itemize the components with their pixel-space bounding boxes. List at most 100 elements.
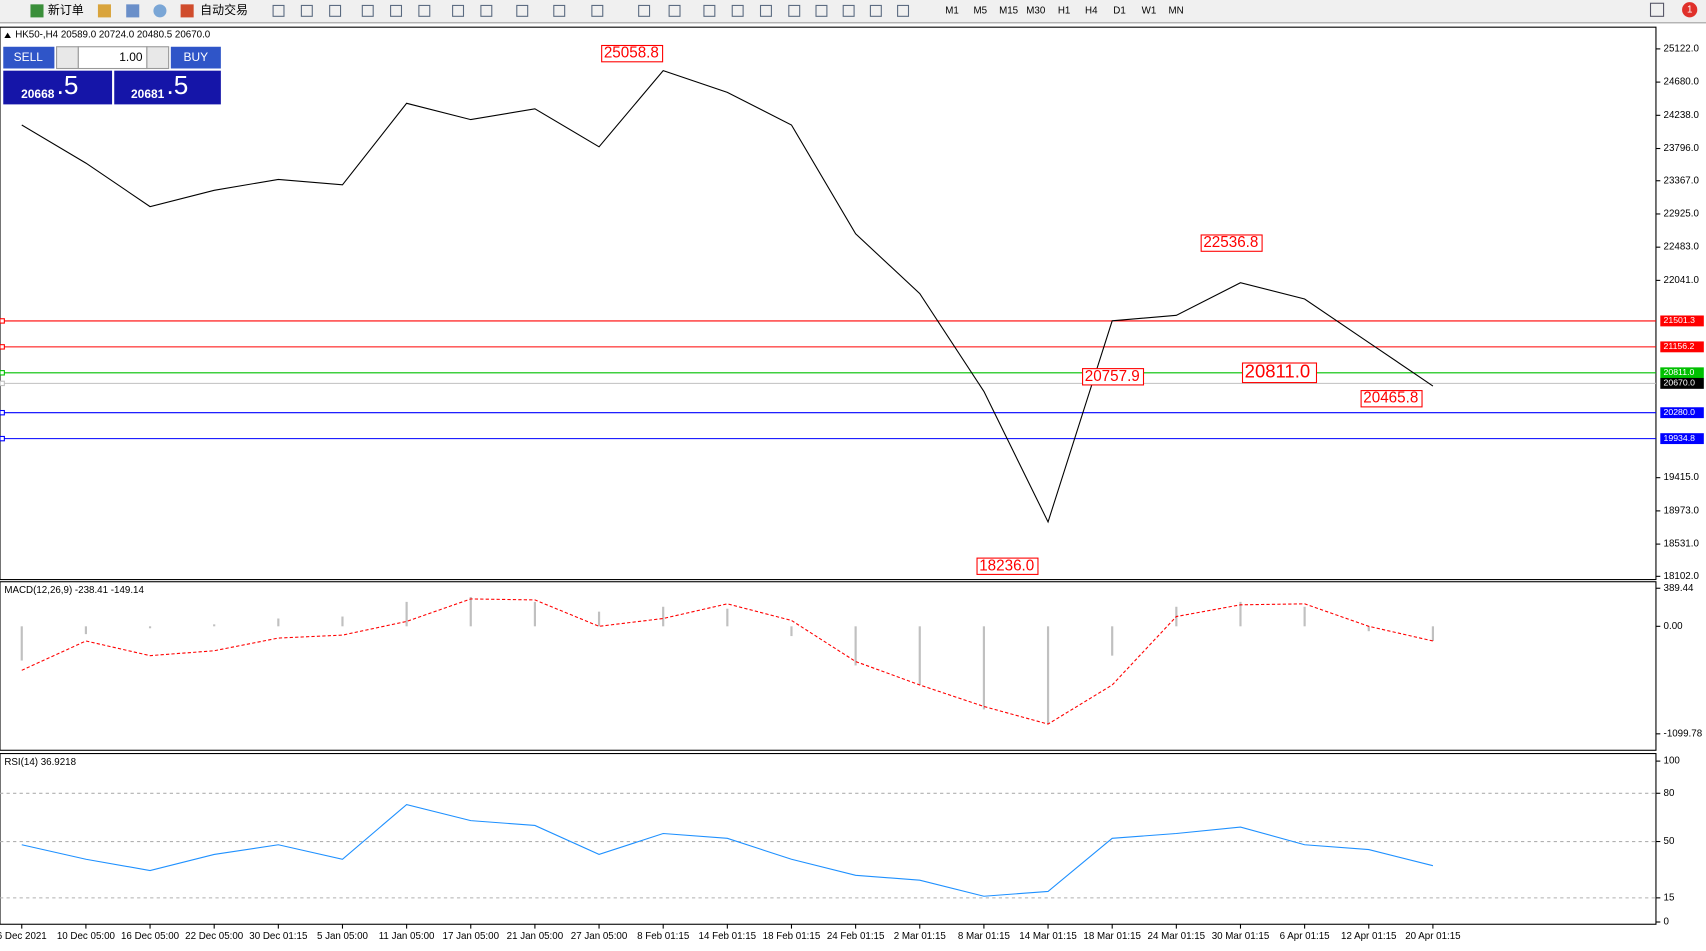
level-label-box [1660, 341, 1704, 353]
tool-icon[interactable] [731, 4, 744, 17]
x-tick-label: 30 Mar 01:15 [1212, 931, 1270, 942]
rsi-panel [0, 752, 1657, 925]
y-tick-label: 19415.0 [1664, 472, 1700, 483]
y-tick-label: 23367.0 [1664, 175, 1700, 186]
sell-button[interactable] [3, 46, 55, 69]
macd-bar [277, 618, 280, 627]
lots-value[interactable]: 1.00 [119, 50, 143, 64]
toolbar [0, 0, 1706, 23]
sell-label[interactable]: SELL [14, 50, 44, 64]
period-button[interactable]: M1 [945, 5, 959, 16]
x-tick-label: 8 Mar 01:15 [958, 931, 1011, 942]
lots-up[interactable] [146, 46, 170, 70]
macd-bar [469, 596, 472, 627]
level-label: 20280.0 [1664, 407, 1696, 417]
tool-icon[interactable] [897, 4, 910, 17]
auto-trading[interactable]: 自动交易 [200, 2, 248, 17]
x-tick-label: 6 Dec 2021 [0, 931, 47, 942]
tool-icon[interactable] [842, 4, 855, 17]
tool-icon[interactable] [97, 4, 111, 18]
price-annotation-box [1082, 368, 1145, 386]
tool-icon[interactable] [329, 4, 342, 17]
y-tick-label: 0.00 [1664, 621, 1684, 632]
y-tick-label: 389.44 [1664, 583, 1694, 594]
tool-icon[interactable] [516, 4, 529, 17]
price-panel [0, 26, 1657, 581]
macd-bar [1367, 626, 1370, 632]
y-tick-label: 18531.0 [1664, 539, 1700, 550]
period-button[interactable]: W1 [1142, 5, 1157, 16]
tool-icon[interactable] [553, 4, 566, 17]
macd-bar [918, 626, 921, 685]
tool-icon[interactable] [591, 4, 604, 17]
macd-bar [1111, 626, 1114, 656]
x-tick-label: 17 Jan 05:00 [443, 931, 500, 942]
macd-bar [84, 626, 87, 635]
tool-icon[interactable] [788, 4, 801, 17]
level-handle [0, 370, 5, 376]
macd-bar [405, 601, 408, 627]
x-tick-label: 6 Apr 01:15 [1280, 931, 1331, 942]
tool-icon[interactable] [668, 4, 681, 17]
y-tick-label: -1099.78 [1664, 728, 1703, 739]
tool-icon[interactable] [703, 4, 716, 17]
price-annotation-box [1241, 362, 1318, 384]
period-button[interactable]: D1 [1113, 5, 1125, 16]
macd-bar [662, 606, 665, 627]
price-annotation: 22536.8 [1203, 234, 1258, 251]
period-button[interactable]: M15 [999, 5, 1019, 16]
price-annotation: 20811.0 [1245, 361, 1310, 382]
notification-badge[interactable] [1682, 2, 1698, 18]
macd-bar [148, 626, 152, 629]
tool-icon[interactable] [638, 4, 651, 17]
level-handle [0, 409, 5, 416]
auto-trading-icon[interactable] [180, 4, 194, 18]
tool-icon[interactable] [815, 4, 828, 17]
new-order-icon[interactable] [30, 4, 44, 18]
tool-icon[interactable] [272, 4, 285, 17]
period-button[interactable]: M5 [974, 5, 988, 16]
sell-price-box[interactable] [3, 70, 113, 105]
period-button[interactable]: MN [1169, 5, 1184, 16]
tool-icon[interactable] [126, 4, 140, 18]
x-tick-label: 16 Dec 05:00 [121, 931, 180, 942]
tool-icon[interactable] [480, 4, 493, 17]
y-tick-label: 22041.0 [1664, 275, 1700, 286]
x-tick-label: 10 Dec 05:00 [57, 931, 116, 942]
search-button[interactable] [1649, 2, 1665, 17]
sell-price: 20668 [21, 87, 55, 101]
level-label: 21501.3 [1664, 315, 1696, 325]
macd-bar [597, 611, 601, 627]
y-tick-label: 18973.0 [1664, 505, 1700, 516]
line-series [21, 598, 1434, 725]
macd-bar [213, 624, 216, 627]
buy-price-box[interactable] [114, 70, 221, 105]
macd-bar [1239, 601, 1242, 627]
tool-icon[interactable] [300, 4, 313, 17]
buy-button[interactable] [170, 46, 221, 69]
tool-icon[interactable] [153, 4, 167, 18]
x-tick-label: 2 Mar 01:15 [894, 931, 947, 942]
period-button[interactable]: H4 [1085, 5, 1098, 16]
tool-icon[interactable] [361, 4, 374, 17]
tool-icon[interactable] [759, 4, 772, 17]
tool-icon[interactable] [452, 4, 465, 17]
tool-icon[interactable] [390, 4, 403, 17]
indicator-title: MACD(12,26,9) -238.41 -149.14 [4, 585, 144, 596]
lots-down[interactable] [56, 46, 79, 70]
period-button[interactable]: M30 [1026, 5, 1046, 16]
macd-bar [1046, 626, 1050, 725]
buy-label[interactable]: BUY [184, 50, 209, 64]
new-order[interactable]: 新订单 [48, 2, 84, 17]
level-label-box [1660, 433, 1704, 445]
tool-icon[interactable] [418, 4, 431, 17]
period-button[interactable]: H1 [1058, 5, 1070, 16]
tool-icon[interactable] [869, 4, 882, 17]
macd-bar [533, 601, 536, 627]
level-handle [0, 435, 5, 442]
y-tick-label: 25122.0 [1664, 43, 1700, 54]
line-series [21, 803, 1434, 897]
macd-bar [854, 626, 857, 666]
